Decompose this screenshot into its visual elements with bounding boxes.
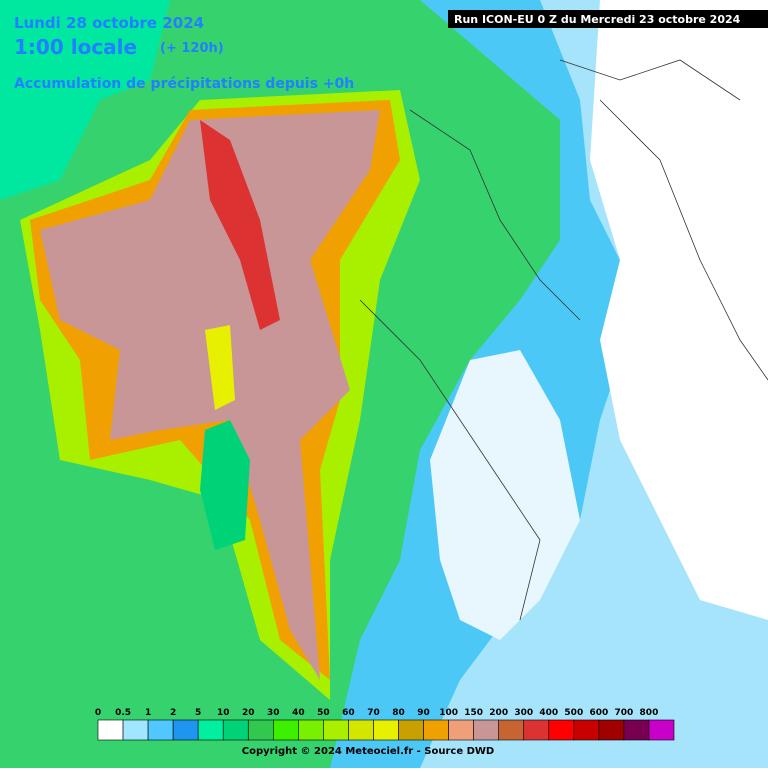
legend-swatch	[498, 719, 525, 741]
legend-swatch	[648, 719, 675, 741]
sardinia	[200, 420, 250, 550]
legend-swatch	[623, 719, 650, 741]
legend-swatch	[573, 719, 600, 741]
legend-swatch	[172, 719, 199, 741]
legend-label: 400	[539, 708, 558, 718]
legend-label: 70	[367, 708, 380, 718]
legend-label: 60	[342, 708, 355, 718]
copyright: Copyright © 2024 Meteociel.fr - Source D…	[242, 746, 494, 757]
legend-swatch	[122, 719, 149, 741]
red-core	[200, 120, 280, 330]
legend-label: 600	[589, 708, 608, 718]
legend-swatch	[197, 719, 224, 741]
legend-label: 90	[417, 708, 430, 718]
legend-swatch	[298, 719, 324, 741]
legend-swatch	[548, 719, 575, 741]
coast	[359, 299, 541, 621]
legend-swatch	[247, 719, 274, 741]
legend-swatch	[373, 719, 399, 741]
legend-label: 2	[170, 708, 176, 718]
border	[599, 99, 768, 381]
borders	[359, 59, 768, 621]
legend-swatch	[523, 719, 550, 741]
legend-swatch	[423, 719, 449, 741]
legend-label: 1	[145, 708, 151, 718]
legend: 0 0.5 1 2 5 10 20 30 40 50 60 70 80 90 100 150 200 300 400…	[95, 708, 675, 741]
legend-label: 500	[564, 708, 583, 718]
legend-label: 150	[464, 708, 483, 718]
run-box	[448, 10, 768, 28]
legend-swatch	[448, 719, 474, 741]
legend-swatch	[473, 719, 499, 741]
legend-label: 10	[217, 708, 230, 718]
legend-label: 0	[95, 708, 101, 718]
italy-south	[430, 350, 580, 640]
legend-label: 30	[267, 708, 280, 718]
legend-swatch	[348, 719, 374, 741]
legend-label: 20	[242, 708, 255, 718]
legend-swatch	[147, 719, 174, 741]
lead: (+ 120h)	[160, 41, 224, 56]
aqua-area	[0, 0, 170, 200]
pink	[40, 110, 380, 680]
border	[559, 59, 741, 101]
corsica	[205, 325, 235, 410]
legend-label: 800	[640, 708, 659, 718]
legend-label: 80	[392, 708, 405, 718]
date: Lundi 28 octobre 2024	[14, 14, 204, 32]
legend-label: 700	[615, 708, 634, 718]
subtitle: Accumulation de précipitations depuis +0…	[14, 76, 354, 92]
legend-label: 5	[195, 708, 201, 718]
legend-swatch	[97, 719, 124, 741]
time: 1:00 locale	[14, 35, 137, 59]
legend-label: 50	[317, 708, 330, 718]
legend-label: 200	[489, 708, 508, 718]
legend-swatch	[598, 719, 625, 741]
dry-land	[590, 0, 768, 620]
legend-label: 100	[439, 708, 458, 718]
legend-label: 300	[514, 708, 533, 718]
run-label: Run ICON-EU 0 Z du Mercredi 23 octobre 2…	[454, 13, 741, 26]
legend-swatch	[398, 719, 424, 741]
legend-label: 0.5	[115, 708, 131, 718]
coast	[409, 109, 581, 321]
legend-swatch	[222, 719, 249, 741]
legend-label: 40	[292, 708, 305, 718]
legend-swatch	[273, 719, 299, 741]
legend-swatch	[323, 719, 349, 741]
